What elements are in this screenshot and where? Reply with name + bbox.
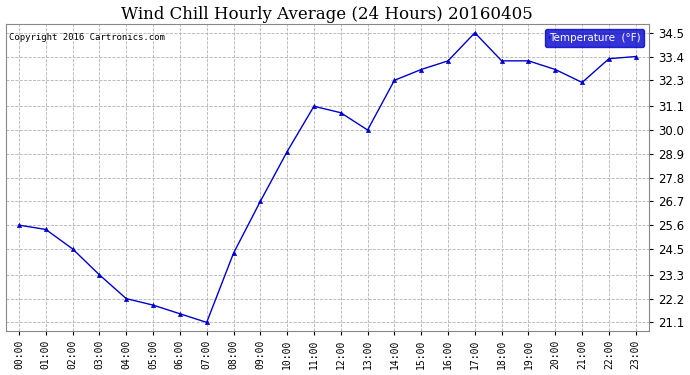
Title: Wind Chill Hourly Average (24 Hours) 20160405: Wind Chill Hourly Average (24 Hours) 201… xyxy=(121,6,533,22)
Legend: Temperature  (°F): Temperature (°F) xyxy=(545,29,644,46)
Text: Copyright 2016 Cartronics.com: Copyright 2016 Cartronics.com xyxy=(9,33,165,42)
